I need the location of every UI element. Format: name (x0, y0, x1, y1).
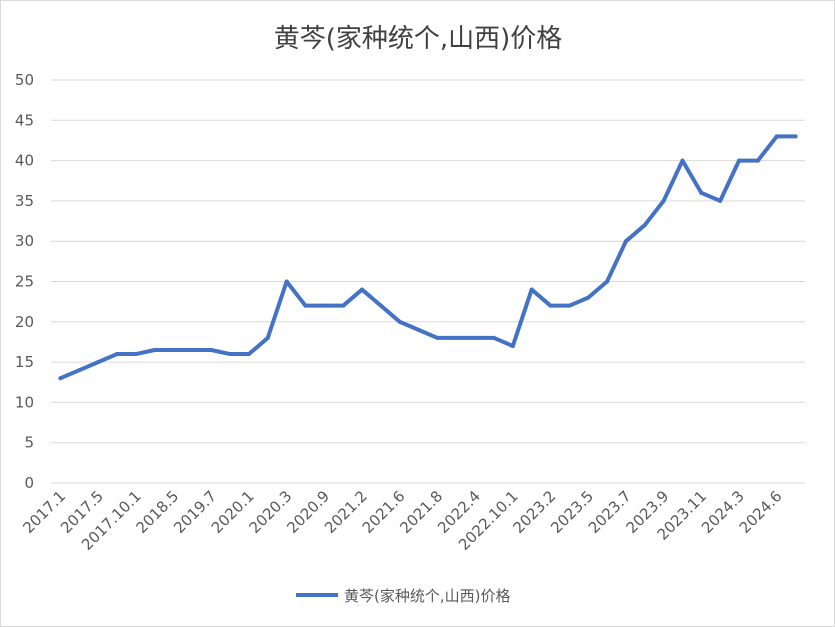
y-tick-label: 15 (15, 353, 34, 371)
y-tick-label: 0 (24, 474, 34, 492)
y-axis-ticks: 0 5 10 15 20 25 30 35 40 45 50 (15, 71, 34, 492)
data-point (96, 360, 101, 365)
data-point (246, 352, 251, 357)
data-point (774, 134, 779, 139)
data-point (680, 158, 685, 163)
data-point (548, 303, 553, 308)
data-point (510, 343, 515, 348)
data-point (737, 158, 742, 163)
data-point (190, 348, 195, 353)
data-point (661, 198, 666, 203)
data-point (642, 223, 647, 228)
series-line-0 (58, 134, 798, 381)
y-tick-label: 35 (15, 192, 34, 210)
y-tick-label: 25 (15, 273, 34, 291)
data-point (360, 287, 365, 292)
data-point (605, 279, 610, 284)
data-point (718, 198, 723, 203)
y-tick-label: 30 (15, 232, 34, 250)
data-point (284, 279, 289, 284)
series-group (58, 134, 798, 381)
data-point (755, 158, 760, 163)
y-tick-label: 40 (15, 152, 34, 170)
data-point (152, 348, 157, 353)
data-point (793, 134, 798, 139)
legend-label: 黄芩(家种统个,山西)价格 (344, 587, 510, 605)
data-point (303, 303, 308, 308)
data-point (171, 348, 176, 353)
x-tick-label: 2024.6 (736, 487, 786, 537)
data-point (699, 190, 704, 195)
gridlines (51, 79, 805, 444)
data-point (454, 335, 459, 340)
data-point (228, 352, 233, 357)
y-tick-label: 20 (15, 313, 34, 331)
data-point (529, 287, 534, 292)
data-point (416, 327, 421, 332)
data-point (623, 239, 628, 244)
data-point (114, 352, 119, 357)
y-tick-label: 10 (15, 393, 34, 411)
data-point (322, 303, 327, 308)
y-tick-label: 50 (15, 71, 34, 89)
data-point (209, 348, 214, 353)
data-point (378, 303, 383, 308)
data-point (435, 335, 440, 340)
data-point (265, 335, 270, 340)
data-point (397, 319, 402, 324)
data-point (77, 368, 82, 373)
y-tick-label: 5 (24, 434, 34, 452)
y-tick-label: 45 (15, 111, 34, 129)
x-axis-ticks: 2017.12017.52017.10.12018.52019.72020.12… (19, 487, 785, 554)
data-point (586, 295, 591, 300)
data-point (58, 376, 63, 381)
data-point (567, 303, 572, 308)
data-point (491, 335, 496, 340)
data-point (341, 303, 346, 308)
data-point (473, 335, 478, 340)
legend: 黄芩(家种统个,山西)价格 (296, 587, 510, 605)
data-point (133, 352, 138, 357)
chart-title: 黄芩(家种统个,山西)价格 (274, 24, 563, 54)
